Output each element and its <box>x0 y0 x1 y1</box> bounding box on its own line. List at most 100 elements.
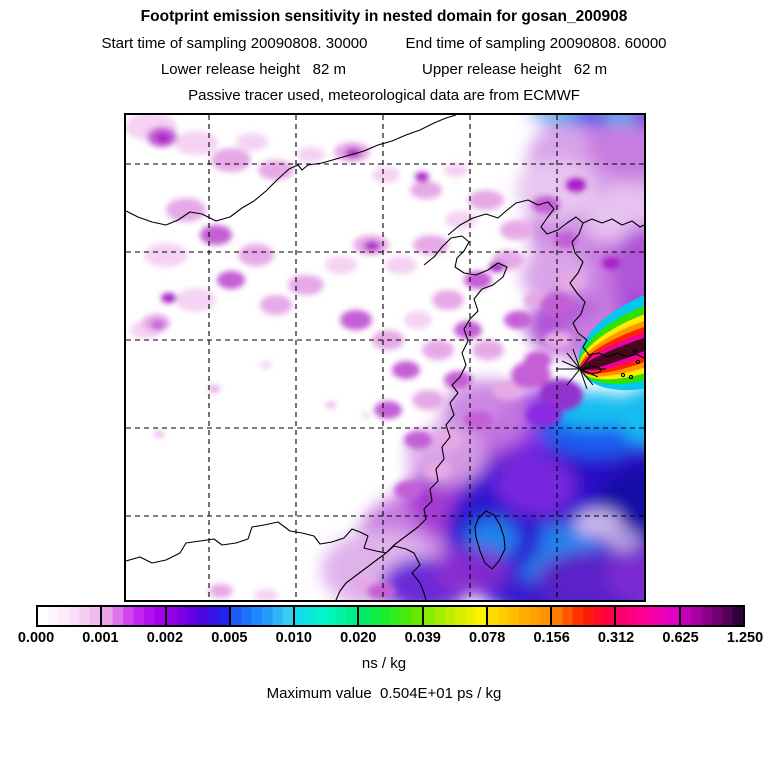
sensitivity-blob <box>385 256 417 274</box>
coastline-bohai-korea <box>447 199 644 359</box>
sensitivity-blob <box>367 583 395 599</box>
sensitivity-blob <box>217 271 245 289</box>
colorbar-tick-label: 0.039 <box>404 630 441 646</box>
sensitivity-blob <box>412 390 444 410</box>
sensitivity-blob <box>238 244 274 266</box>
coastline-north-border <box>126 115 457 226</box>
sensitivity-blob <box>258 160 294 180</box>
islet <box>635 359 641 365</box>
sensitivity-blob <box>432 290 464 310</box>
sensitivity-blob <box>468 190 504 210</box>
sensitivity-plume <box>578 281 644 391</box>
colorbar-tick-label: 0.156 <box>533 630 570 646</box>
sensitivity-blob <box>208 385 220 393</box>
sensitivity-blob <box>464 411 492 429</box>
islet <box>620 372 626 378</box>
sensitivity-blob <box>557 270 585 290</box>
sensitivity-blob <box>326 402 336 408</box>
sensitivity-blob <box>374 401 402 419</box>
sensitivity-blob <box>236 133 268 151</box>
sensitivity-blob <box>538 115 578 123</box>
sensitivity-blob <box>539 379 583 411</box>
sensitivity-blob <box>464 271 492 289</box>
colorbar-tick-label: 1.250 <box>726 630 764 646</box>
colorbar <box>36 605 745 627</box>
sensitivity-blob <box>526 403 562 427</box>
colorbar-tick-label: 0.078 <box>469 630 506 646</box>
colorbar-segment <box>100 607 165 625</box>
colorbar-segment <box>421 607 486 625</box>
sensitivity-blob <box>154 431 164 437</box>
colorbar-segment <box>164 607 229 625</box>
sensitivity-blob <box>492 380 524 400</box>
sensitivity-blob <box>156 133 170 143</box>
lower-release-text: Lower release height 82 m <box>160 61 346 78</box>
sensitivity-blob <box>602 257 620 269</box>
sensitivity-blob <box>606 545 644 600</box>
sensitivity-blob <box>260 295 292 315</box>
colorbar-units: ns / kg <box>361 655 407 672</box>
sensitivity-blob <box>174 131 218 155</box>
colorbar-tick-label: 0.010 <box>275 630 312 646</box>
end-time-text: End time of sampling 20090808. 60000 <box>405 35 667 52</box>
sensitivity-blob <box>200 225 232 245</box>
sensitivity-blob <box>454 321 482 339</box>
colorbar-tick-label: 0.625 <box>662 630 699 646</box>
colorbar-segment <box>228 607 294 625</box>
islet <box>628 374 634 380</box>
coastline-china-east <box>335 288 483 600</box>
sensitivity-blob <box>616 386 644 444</box>
sensitivity-blob <box>415 172 429 182</box>
border-korea-north <box>582 218 644 228</box>
sensitivity-blob <box>500 220 532 240</box>
maximum-value-text: Maximum value 0.504E+01 ps / kg <box>266 685 502 702</box>
sensitivity-blob <box>394 481 422 499</box>
sensitivity-blob <box>540 293 572 317</box>
colorbar-segment <box>678 607 743 625</box>
islet <box>632 348 638 354</box>
sensitivity-blob <box>144 243 188 267</box>
sampling-times-row: Start time of sampling 20090808. 30000 E… <box>0 35 768 52</box>
sensitivity-blob <box>254 589 278 600</box>
upper-release-text: Upper release height 62 m <box>422 61 608 78</box>
sensitivity-blob <box>211 148 251 172</box>
sensitivity-blob <box>392 361 420 379</box>
border-southwest <box>126 521 427 600</box>
sensitivity-map <box>126 115 644 600</box>
sensitivity-blob <box>372 167 400 183</box>
sensitivity-blob <box>424 461 452 479</box>
colorbar-tick-label: 0.020 <box>340 630 377 646</box>
sensitivity-blob <box>364 241 380 251</box>
colorbar-tick-label: 0.001 <box>82 630 119 646</box>
colorbar-tick-label: 0.312 <box>597 630 635 646</box>
sensitivity-blob <box>586 115 644 180</box>
release-heights-row: Lower release height 82 m Upper release … <box>0 61 768 78</box>
coastline-shandong <box>423 235 508 290</box>
sensitivity-blob <box>176 288 216 312</box>
sensitivity-blob <box>260 361 272 369</box>
colorbar-segment <box>485 607 551 625</box>
sensitivity-blob <box>472 340 504 360</box>
sensitivity-blob <box>444 163 468 177</box>
colorbar-segment <box>614 607 679 625</box>
sensitivity-blob <box>151 320 165 330</box>
colorbar-tick-label: 0.005 <box>211 630 248 646</box>
sensitivity-blob <box>631 115 644 125</box>
tracer-note-text: Passive tracer used, meteorological data… <box>188 87 580 104</box>
sensitivity-blob <box>288 275 324 295</box>
colorbar-segment <box>357 607 422 625</box>
sensitivity-blob <box>361 412 371 418</box>
sensitivity-blob <box>422 340 454 360</box>
sensitivity-blob <box>340 310 372 330</box>
sensitivity-blob <box>605 529 641 551</box>
coastlines <box>126 115 644 600</box>
sensitivity-blob <box>521 245 591 305</box>
sensitivity-blob <box>404 311 432 329</box>
sensitivity-blob <box>404 431 432 449</box>
sensitivity-blob <box>433 546 509 594</box>
figure-title: Footprint emission sensitivity in nested… <box>140 8 628 25</box>
colorbar-tick-label: 0.000 <box>17 630 55 646</box>
sensitivity-blob <box>566 178 586 192</box>
sensitivity-blob <box>511 361 551 389</box>
colorbar-segment <box>550 607 615 625</box>
